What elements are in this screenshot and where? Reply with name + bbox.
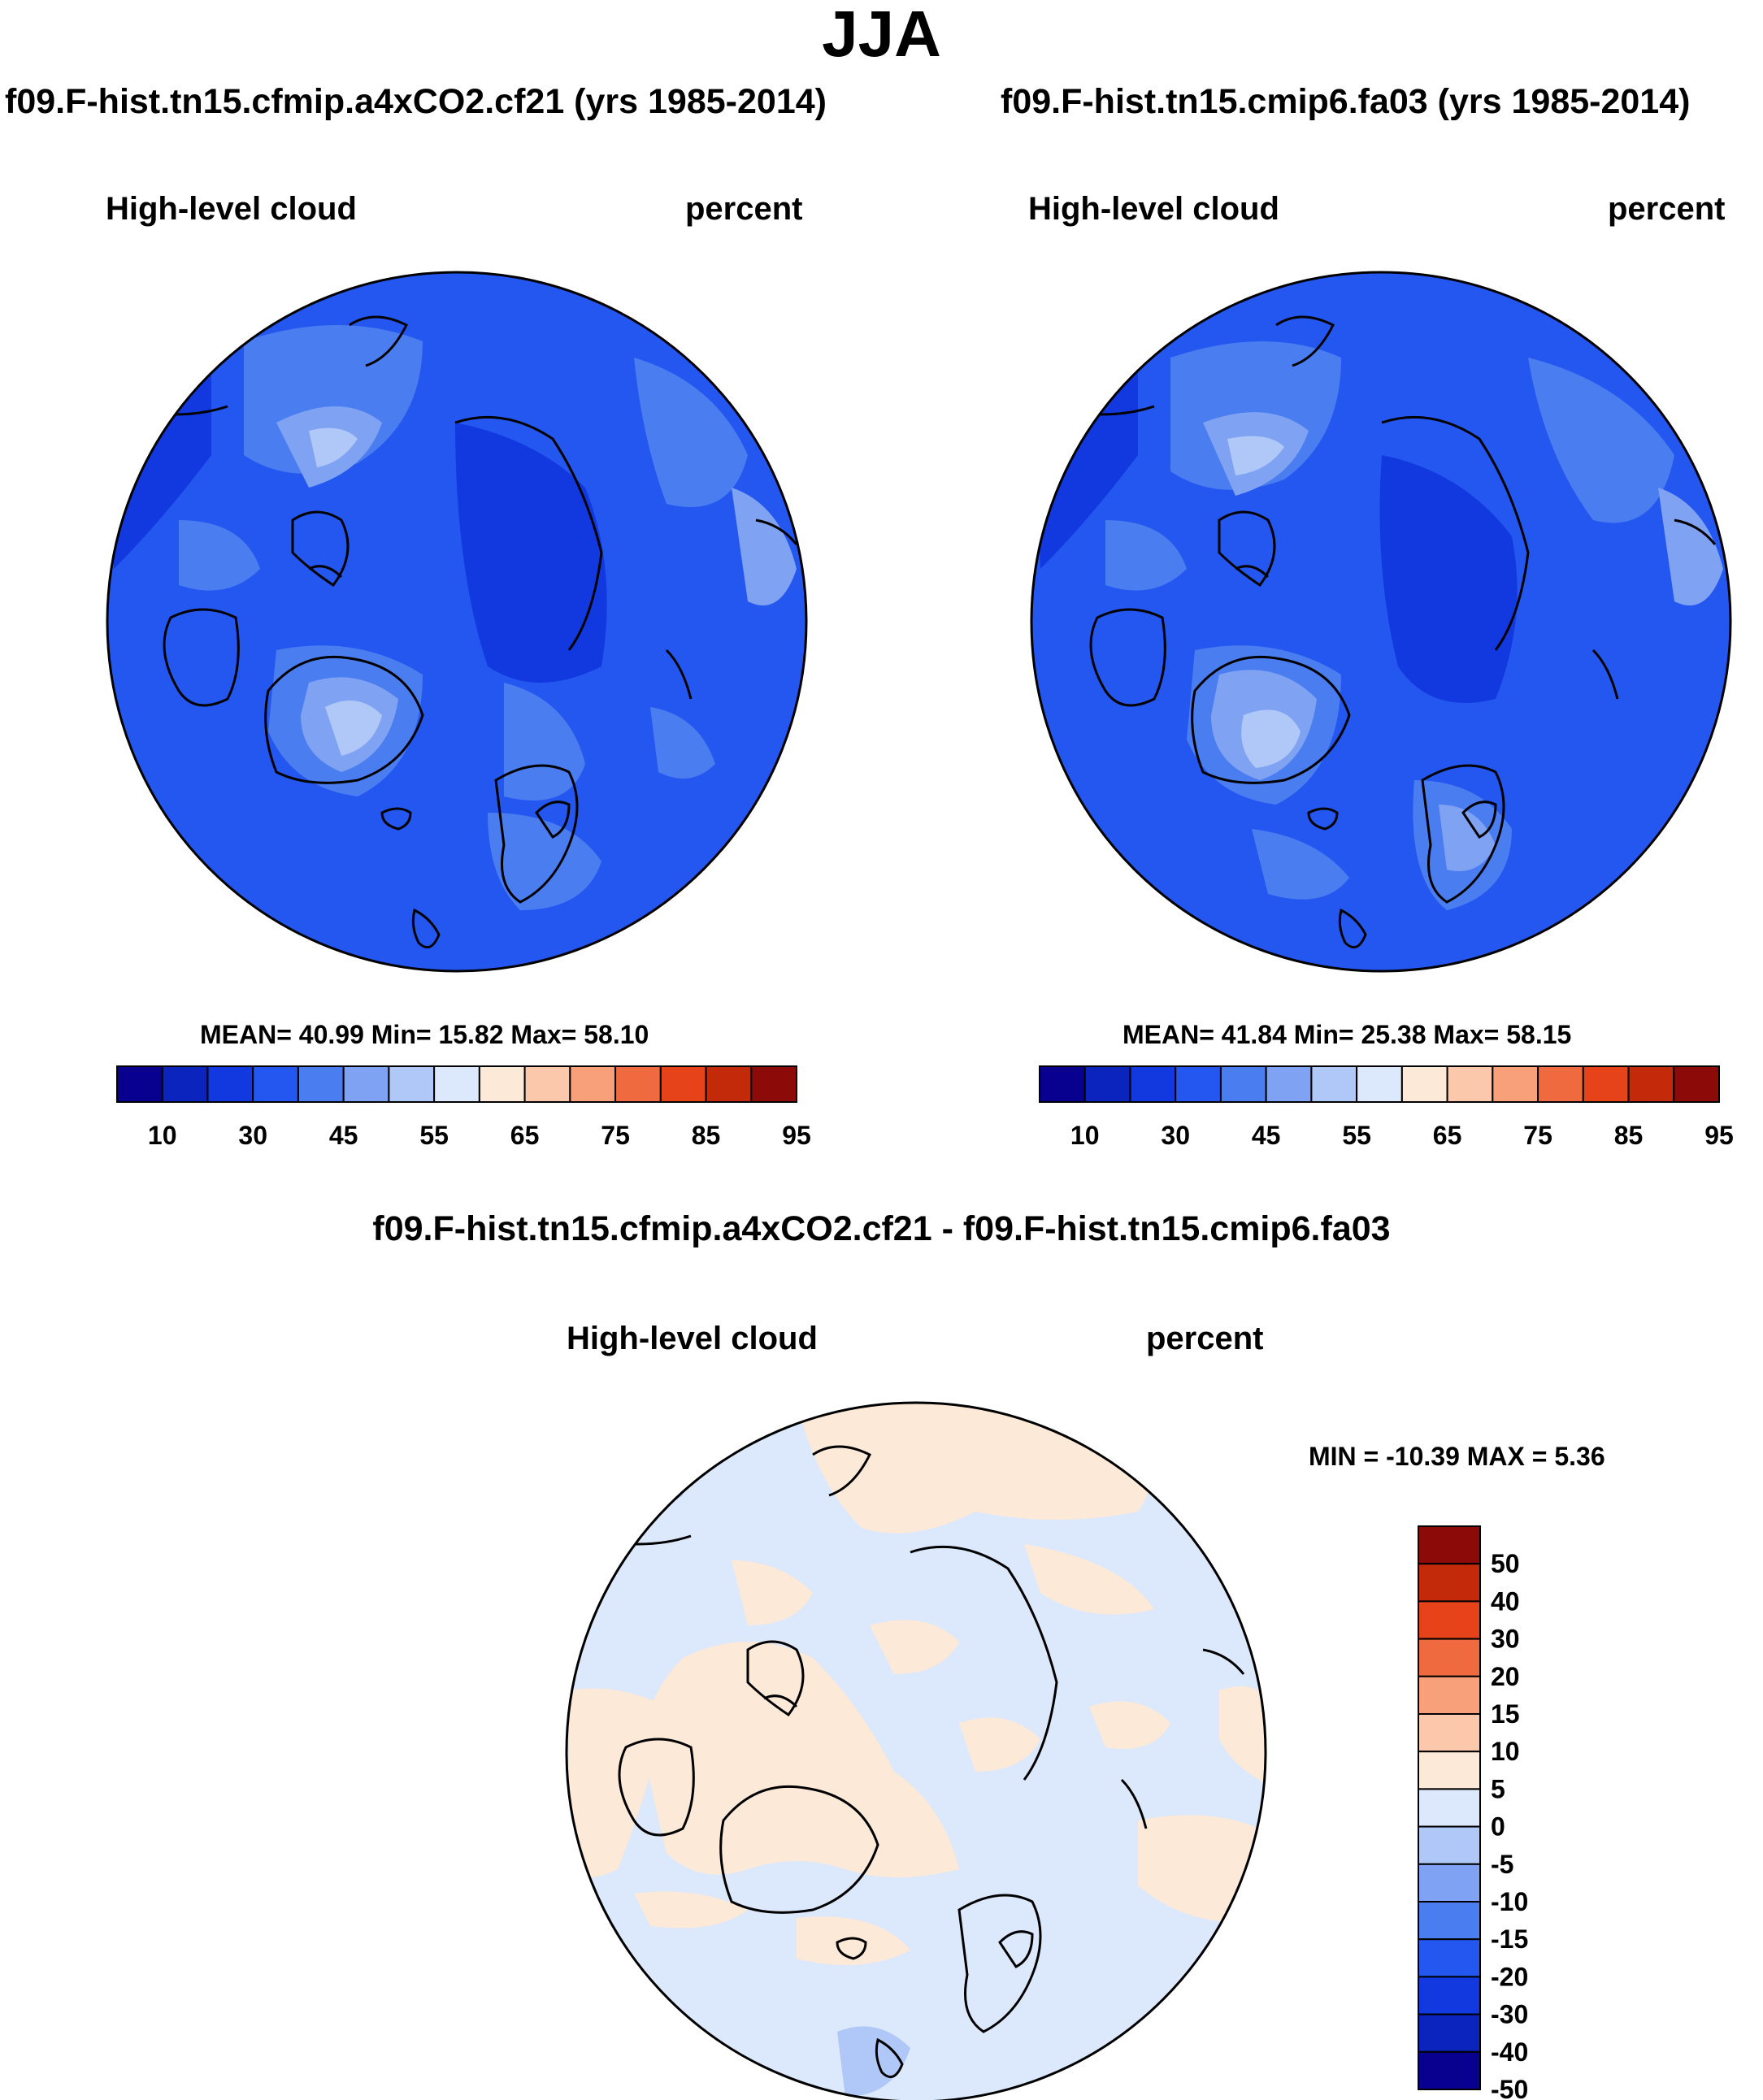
difference-colorbar-tick-label: 15 [1491,1699,1520,1729]
panel2-units-label: percent [1608,191,1726,227]
panel2-colorbar-tick-label: 10 [1070,1121,1100,1150]
panel1-colorbar-swatch [750,1065,797,1103]
panel2-colorbar-swatch [1446,1065,1494,1103]
difference-colorbar-tick-label: 5 [1491,1774,1505,1803]
panel2-colorbar-tick-label: 95 [1704,1121,1734,1150]
panel1-colorbar-tick-label: 10 [148,1121,177,1150]
difference-colorbar-swatch [1418,1751,1481,1790]
panel1-units-label: percent [685,191,803,227]
difference-colorbar-swatch [1418,1563,1481,1603]
difference-colorbar-tick-label: 0 [1491,1812,1505,1842]
panel2-colorbar-tick-label: 85 [1614,1121,1644,1150]
difference-colorbar-swatch [1418,2050,1481,2091]
difference-colorbar-tick-label: -50 [1491,2075,1528,2100]
panel2-colorbar-tick-label: 30 [1161,1121,1190,1150]
difference-stats: MIN = -10.39 MAX = 5.36 [1309,1442,1605,1471]
difference-colorbar-tick-label: 10 [1491,1737,1520,1766]
difference-colorbar-tick-label: 40 [1491,1586,1520,1616]
difference-colorbar-swatch [1418,1863,1481,1903]
panel1-colorbar-tick-label: 30 [238,1121,267,1150]
panel1-colorbar-tick-label: 65 [510,1121,540,1150]
difference-colorbar-swatch [1418,1600,1481,1640]
difference-colorbar-swatch [1418,1938,1481,1978]
panel2-colorbar-swatch [1175,1065,1222,1103]
difference-title: f09.F-hist.tn15.cfmip.a4xCO2.cf21 - f09.… [372,1209,1391,1248]
difference-colorbar-tick-label: -40 [1491,2037,1528,2067]
difference-colorbar-tick-label: 30 [1491,1625,1520,1654]
panel2-variable-label: High-level cloud [1028,191,1279,227]
difference-colorbar-tick-label: -5 [1491,1850,1513,1879]
panel2-colorbar-swatch [1537,1065,1584,1103]
panel2-colorbar-tick-label: 75 [1523,1121,1552,1150]
difference-colorbar-tick-label: -20 [1491,1962,1528,1991]
difference-colorbar-swatch [1418,1675,1481,1716]
difference-colorbar-swatch [1418,1525,1481,1565]
difference-colorbar-swatch [1418,1713,1481,1753]
difference-colorbar-swatch [1418,1825,1481,1865]
panel1-colorbar-swatch [705,1065,753,1103]
difference-units-label: percent [1146,1321,1264,1356]
figure-title: JJA [822,0,941,70]
difference-colorbar-tick-label: -15 [1491,1924,1528,1954]
panel1-colorbar-swatch [569,1065,617,1103]
difference-colorbar-swatch [1418,1638,1481,1677]
difference-colorbar-tick-label: 50 [1491,1549,1520,1578]
panel1-colorbar-swatch [523,1065,571,1103]
panel1-colorbar-swatch [206,1065,254,1103]
difference-colorbar-swatch [1418,1901,1481,1941]
panel1-run-title: f09.F-hist.tn15.cfmip.a4xCO2.cf21 (yrs 1… [5,82,827,121]
difference-variable-label: High-level cloud [567,1321,818,1356]
panel1-colorbar-swatch [297,1065,345,1103]
panel1-colorbar-tick-label: 95 [782,1121,811,1150]
panel2-colorbar-swatch [1400,1065,1448,1103]
panel2-run-title: f09.F-hist.tn15.cmip6.fa03 (yrs 1985-201… [1001,82,1691,121]
panel1-colorbar-swatch [478,1065,526,1103]
panel1-colorbar-swatch [433,1065,480,1103]
panel1-colorbar-tick-label: 75 [601,1121,630,1150]
panel1-colorbar-tick-label: 45 [329,1121,358,1150]
panel1-colorbar-tick-label: 85 [692,1121,721,1150]
panel1-colorbar-swatch [252,1065,299,1103]
panel2-colorbar-swatch [1083,1065,1131,1103]
panel2-colorbar-tick-label: 45 [1252,1121,1281,1150]
panel2-colorbar-swatch [1673,1065,1720,1103]
panel2-colorbar-tick-label: 65 [1433,1121,1462,1150]
panel2-stats: MEAN= 41.84 Min= 25.38 Max= 58.15 [1123,1020,1572,1049]
difference-colorbar-swatch [1418,1788,1481,1828]
panel2-colorbar-swatch [1265,1065,1313,1103]
panel1-colorbar-tick-label: 55 [419,1121,449,1150]
difference-colorbar-swatch [1418,1976,1481,2015]
panel1-variable-label: High-level cloud [106,191,357,227]
difference-colorbar-tick-label: -30 [1491,2000,1528,2029]
panel2-colorbar-swatch [1582,1065,1630,1103]
panel2-colorbar-swatch [1356,1065,1403,1103]
difference-colorbar-tick-label: 20 [1491,1662,1520,1691]
difference-colorbar-swatch [1418,2013,1481,2053]
panel2-colorbar-tick-label: 55 [1342,1121,1371,1150]
panel1-stats: MEAN= 40.99 Min= 15.82 Max= 58.10 [200,1020,649,1049]
difference-colorbar-tick-label: -10 [1491,1887,1528,1916]
panel1-colorbar-swatch [161,1065,209,1103]
panel1-colorbar-swatch [614,1065,662,1103]
